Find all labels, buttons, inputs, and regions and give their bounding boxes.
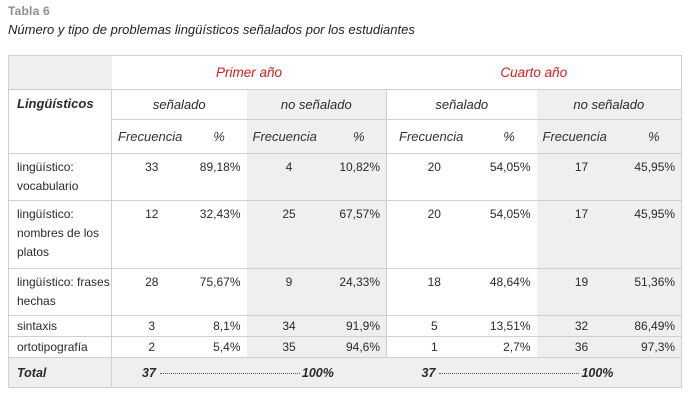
cell-value: 17 — [536, 200, 627, 269]
total-cuarto-pct: 100% — [581, 365, 614, 380]
total-cuarto-n: 37 — [421, 365, 436, 380]
cell-value: 25 — [246, 200, 332, 269]
total-primer-n: 37 — [142, 365, 156, 380]
col-pct: % — [626, 119, 683, 154]
cell-value: 2,7% — [481, 336, 537, 358]
subgroup-cuarto-no-senalado: no señalado — [536, 89, 683, 120]
group-header-row: Primer año Cuarto año — [8, 55, 683, 90]
cell-value: 17 — [536, 153, 627, 201]
cell-value: 67,57% — [331, 200, 387, 269]
cell-value: 97,3% — [626, 336, 683, 358]
cell-value: 19 — [536, 268, 627, 316]
cell-value: 45,95% — [626, 200, 683, 269]
cell-value: 28 — [111, 268, 192, 316]
total-primer: 37 100% — [111, 357, 387, 388]
row-label: lingüístico: nombres de los platos — [8, 200, 112, 269]
cell-value: 24,33% — [331, 268, 387, 316]
subgroup-primer-no-senalado: no señalado — [246, 89, 387, 120]
row-label: ortotipografía — [8, 336, 112, 358]
cell-value: 13,51% — [481, 315, 537, 337]
subgroup-header-row: Lingüísticos señalado no señalado señala… — [8, 89, 683, 154]
cell-value: 34 — [246, 315, 332, 337]
column-header-row: Frecuencia % Frecuencia % Frecuencia % F… — [9, 119, 683, 154]
cell-value: 33 — [111, 153, 192, 201]
cell-value: 2 — [111, 336, 192, 358]
cell-value: 89,18% — [191, 153, 247, 201]
cell-value: 12 — [111, 200, 192, 269]
total-row: Total 37 100% 37 100% — [8, 357, 683, 388]
group-cuarto: Cuarto año — [386, 55, 683, 90]
table-number: Tabla 6 — [8, 4, 50, 18]
cell-value: 51,36% — [626, 268, 683, 316]
cell-value: 20 — [386, 153, 482, 201]
table-row: lingüístico: vocabulario 33 89,18% 4 10,… — [8, 153, 683, 201]
table-title: Número y tipo de problemas lingüísticos … — [8, 22, 415, 37]
cell-value: 48,64% — [481, 268, 537, 316]
row-label: lingüístico: vocabulario — [8, 153, 112, 201]
table-row: sintaxis 3 8,1% 34 91,9% 5 13,51% 32 86,… — [8, 315, 683, 337]
subgroup-primer-senalado: señalado — [111, 89, 247, 120]
cell-value: 54,05% — [481, 153, 537, 201]
data-table: Primer año Cuarto año Lingüísticos señal… — [8, 55, 683, 388]
cell-value: 1 — [386, 336, 482, 358]
cell-value: 36 — [536, 336, 627, 358]
cell-value: 91,9% — [331, 315, 387, 337]
col-frecuencia: Frecuencia — [111, 119, 192, 154]
cell-value: 4 — [246, 153, 332, 201]
dot-leader — [159, 372, 300, 375]
cell-value: 18 — [386, 268, 482, 316]
cell-value: 94,6% — [331, 336, 387, 358]
col-frecuencia: Frecuencia — [386, 119, 482, 154]
total-primer-pct: 100% — [301, 365, 334, 380]
cell-value: 10,82% — [331, 153, 387, 201]
cell-value: 9 — [246, 268, 332, 316]
cell-value: 54,05% — [481, 200, 537, 269]
cell-value: 35 — [246, 336, 332, 358]
total-cuarto: 37 100% — [386, 357, 683, 388]
cell-value: 5 — [386, 315, 482, 337]
row-label: sintaxis — [8, 315, 112, 337]
cell-value: 3 — [111, 315, 192, 337]
table-row: lingüístico: frases hechas 28 75,67% 9 2… — [8, 268, 683, 316]
subgroup-cuarto-senalado: señalado — [386, 89, 537, 120]
table-row: ortotipografía 2 5,4% 35 94,6% 1 2,7% 36… — [8, 336, 683, 358]
col-frecuencia: Frecuencia — [246, 119, 332, 154]
dot-leader — [439, 372, 580, 375]
col-pct: % — [331, 119, 387, 154]
group-primer: Primer año — [111, 55, 387, 90]
row-label: lingüístico: frases hechas — [8, 268, 112, 316]
cell-value: 32 — [536, 315, 627, 337]
row-header-label: Lingüísticos — [8, 89, 112, 154]
header-corner — [8, 55, 112, 90]
total-label: Total — [8, 357, 112, 388]
col-pct: % — [191, 119, 247, 154]
cell-value: 5,4% — [191, 336, 247, 358]
cell-value: 32,43% — [191, 200, 247, 269]
col-pct: % — [481, 119, 537, 154]
cell-value: 20 — [386, 200, 482, 269]
cell-value: 45,95% — [626, 153, 683, 201]
col-frecuencia: Frecuencia — [536, 119, 627, 154]
cell-value: 8,1% — [191, 315, 247, 337]
table-row: lingüístico: nombres de los platos 12 32… — [8, 200, 683, 269]
cell-value: 86,49% — [626, 315, 683, 337]
cell-value: 75,67% — [191, 268, 247, 316]
